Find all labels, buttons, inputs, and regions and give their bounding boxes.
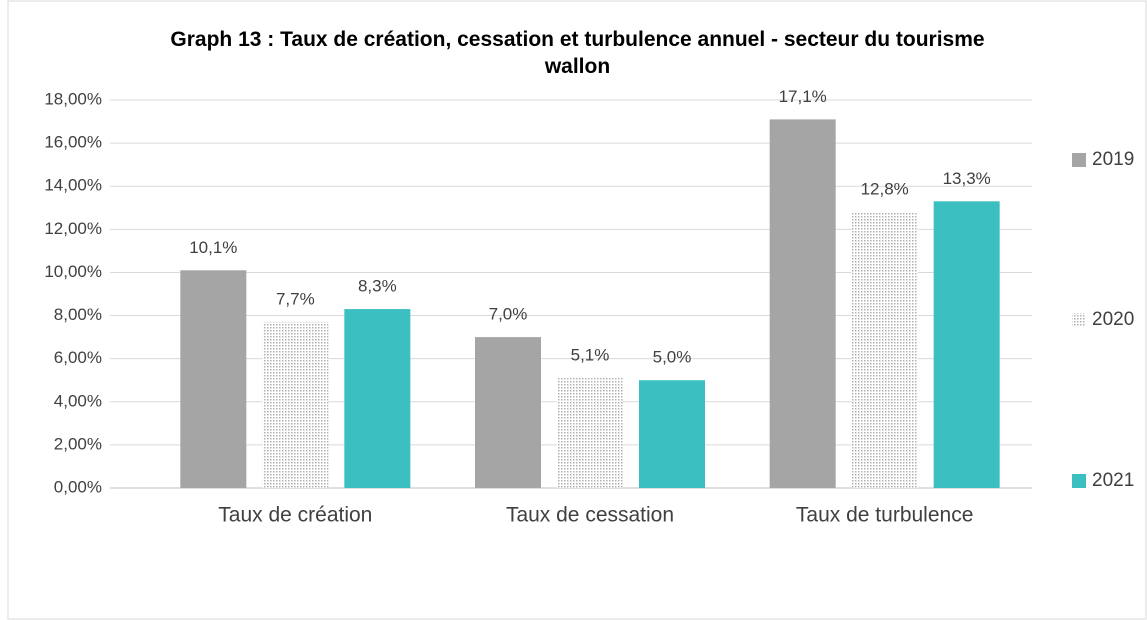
bar (933, 201, 1000, 489)
data-label: 10,1% (189, 238, 237, 257)
y-tick-label: 4,00% (54, 391, 102, 410)
y-tick-label: 0,00% (54, 477, 102, 496)
chart-frame (7, 0, 1147, 620)
data-label: 17,1% (779, 87, 827, 106)
bar (851, 212, 918, 489)
y-tick-label: 16,00% (44, 133, 102, 152)
legend-swatch (1072, 313, 1086, 327)
y-tick-label: 18,00% (44, 89, 102, 108)
bar (557, 378, 623, 488)
bar (344, 309, 411, 488)
data-label: 5,1% (571, 346, 610, 365)
bar (262, 322, 329, 488)
y-tick-label: 8,00% (54, 305, 102, 324)
y-tick-label: 2,00% (54, 434, 102, 453)
y-tick-label: 12,00% (44, 219, 102, 238)
data-label: 12,8% (861, 180, 909, 199)
x-tick-label: Taux de cessation (506, 504, 674, 527)
bar (180, 270, 247, 488)
x-tick-label: Taux de turbulence (796, 504, 973, 527)
legend-label: 2021 (1092, 470, 1134, 491)
y-tick-label: 14,00% (44, 176, 102, 195)
bar (639, 380, 705, 488)
y-tick-label: 10,00% (44, 262, 102, 281)
data-label: 5,0% (653, 348, 692, 367)
bar (769, 119, 836, 489)
legend-swatch (1072, 474, 1086, 488)
bar (475, 337, 541, 488)
y-tick-label: 6,00% (54, 348, 102, 367)
chart-title: Graph 13 : Taux de création, cessation e… (170, 28, 985, 78)
data-label: 7,7% (276, 290, 315, 309)
legend-label: 2019 (1092, 149, 1134, 170)
legend-swatch (1072, 153, 1086, 167)
x-tick-label: Taux de création (218, 504, 372, 527)
data-label: 7,0% (489, 305, 528, 324)
data-label: 13,3% (943, 169, 991, 188)
legend-label: 2020 (1092, 309, 1134, 330)
data-label: 8,3% (358, 277, 397, 296)
